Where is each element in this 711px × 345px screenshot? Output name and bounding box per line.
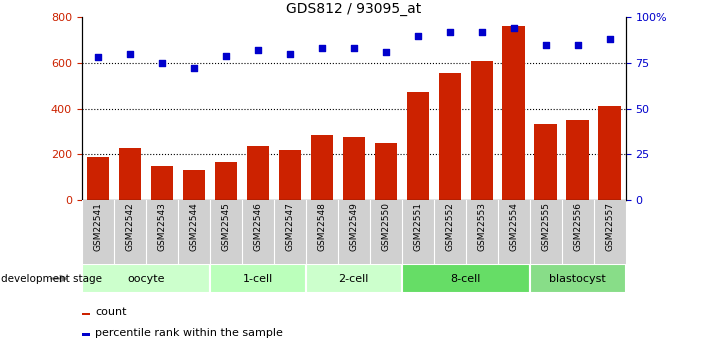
Point <box>252 47 264 53</box>
Point <box>156 60 168 66</box>
Text: GSM22556: GSM22556 <box>573 202 582 251</box>
Bar <box>279 150 301 200</box>
Bar <box>87 157 109 200</box>
Text: GSM22549: GSM22549 <box>349 202 358 251</box>
Text: GSM22552: GSM22552 <box>445 202 454 251</box>
Text: 8-cell: 8-cell <box>451 274 481 284</box>
Point <box>476 29 487 34</box>
Text: GSM22553: GSM22553 <box>477 202 486 251</box>
Bar <box>407 91 429 200</box>
Bar <box>503 26 525 200</box>
Point <box>604 37 616 42</box>
Text: GSM22550: GSM22550 <box>381 202 390 251</box>
Text: GSM22548: GSM22548 <box>317 202 326 251</box>
Bar <box>471 61 493 200</box>
Bar <box>311 135 333 200</box>
Point <box>284 51 296 57</box>
Point <box>220 53 232 58</box>
Bar <box>535 124 557 200</box>
Text: GSM22551: GSM22551 <box>413 202 422 251</box>
Bar <box>82 313 90 315</box>
Bar <box>530 264 626 293</box>
Text: blastocyst: blastocyst <box>550 274 606 284</box>
Point <box>444 29 455 34</box>
Bar <box>151 166 173 200</box>
Bar <box>183 170 205 200</box>
Bar <box>215 162 237 200</box>
Text: GSM22557: GSM22557 <box>605 202 614 251</box>
Point <box>540 42 552 48</box>
Text: count: count <box>95 307 127 317</box>
Point <box>380 49 391 55</box>
Point <box>508 26 519 31</box>
Point <box>412 33 424 38</box>
Point <box>124 51 135 57</box>
Text: GSM22554: GSM22554 <box>509 202 518 251</box>
Text: GSM22545: GSM22545 <box>221 202 230 251</box>
Text: GSM22543: GSM22543 <box>157 202 166 251</box>
Bar <box>82 264 210 293</box>
Text: GSM22541: GSM22541 <box>93 202 102 251</box>
Bar <box>210 264 306 293</box>
Text: GSM22547: GSM22547 <box>285 202 294 251</box>
Text: 2-cell: 2-cell <box>338 274 369 284</box>
Bar <box>247 146 269 200</box>
Text: percentile rank within the sample: percentile rank within the sample <box>95 328 283 338</box>
Text: 1-cell: 1-cell <box>242 274 273 284</box>
Bar <box>439 73 461 200</box>
Point <box>188 66 199 71</box>
Bar <box>375 143 397 200</box>
Text: GSM22546: GSM22546 <box>253 202 262 251</box>
Bar <box>402 264 530 293</box>
Bar <box>306 264 402 293</box>
Bar <box>119 148 141 200</box>
Text: GSM22542: GSM22542 <box>125 202 134 251</box>
Bar <box>82 333 90 336</box>
Text: development stage: development stage <box>1 274 102 284</box>
Point <box>348 46 359 51</box>
Title: GDS812 / 93095_at: GDS812 / 93095_at <box>286 2 422 16</box>
Bar <box>567 120 589 200</box>
Point <box>92 55 104 60</box>
Point <box>572 42 583 48</box>
Point <box>316 46 327 51</box>
Text: GSM22544: GSM22544 <box>189 202 198 251</box>
Bar <box>599 106 621 200</box>
Text: oocyte: oocyte <box>127 274 164 284</box>
Text: GSM22555: GSM22555 <box>541 202 550 251</box>
Bar <box>343 137 365 200</box>
